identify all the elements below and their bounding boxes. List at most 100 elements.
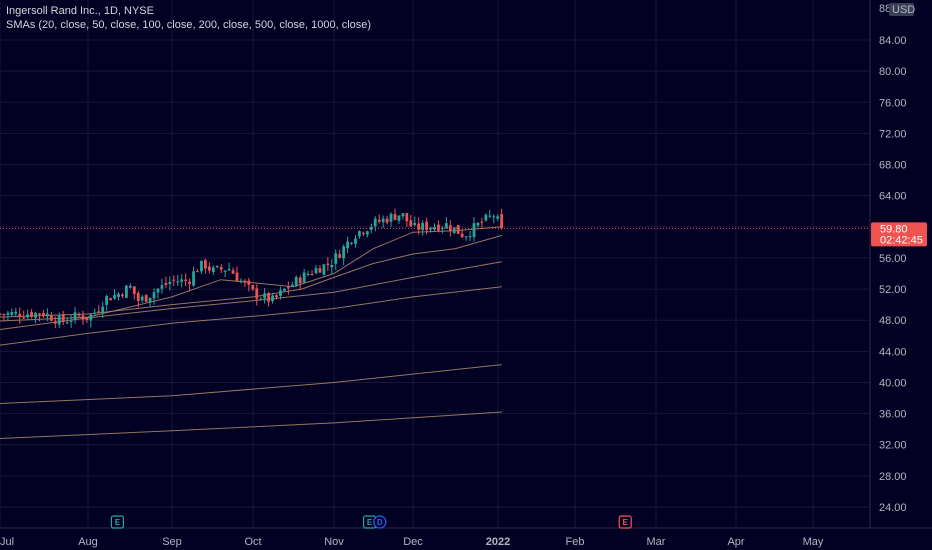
candle-body	[121, 294, 124, 297]
candle-body	[275, 295, 278, 298]
price-tick-label: 28.00	[879, 471, 907, 483]
time-tick-label: 2022	[486, 536, 510, 548]
candle-body	[267, 293, 270, 302]
time-tick-label: Aug	[78, 536, 98, 548]
candle-body	[500, 214, 504, 229]
candle-body	[480, 221, 484, 223]
candle-body	[385, 218, 389, 223]
candle-body	[144, 294, 148, 302]
candle-body	[330, 264, 334, 268]
candle-body	[231, 270, 235, 274]
currency-badge[interactable]: USD	[889, 3, 915, 16]
price-tick-label: 36.00	[879, 409, 907, 421]
candle-body	[452, 227, 456, 233]
candle-body	[85, 317, 89, 321]
candle-body	[251, 285, 255, 290]
candle-body	[484, 214, 488, 221]
candle-body	[57, 315, 61, 325]
price-tick-label: 68.00	[879, 160, 907, 172]
candle-body	[164, 282, 168, 285]
sma-line-1	[0, 226, 502, 322]
currency-label: USD	[892, 4, 915, 16]
candle-body	[188, 281, 191, 285]
candle-body	[168, 281, 172, 284]
candle-body	[263, 293, 267, 299]
candle-body	[207, 266, 211, 271]
price-tick-label: 32.00	[879, 440, 907, 452]
candle-body	[405, 213, 409, 222]
price-tick-label: 80.00	[879, 66, 907, 78]
svg-text:E: E	[115, 518, 121, 527]
candle-body	[358, 231, 361, 237]
time-tick-label: Mar	[647, 536, 666, 548]
candle-body	[2, 314, 6, 316]
candle-body	[456, 225, 460, 234]
price-tick-label: 24.00	[879, 502, 907, 514]
sma-lines	[0, 226, 502, 439]
candle-body	[365, 231, 369, 235]
candle-body	[180, 279, 184, 282]
candle-body	[204, 260, 207, 269]
sma-line-2	[0, 234, 502, 318]
candle-body	[89, 314, 93, 321]
time-tick-label: Apr	[727, 536, 744, 548]
sma-line-6	[0, 411, 502, 439]
candle-body	[409, 220, 413, 227]
price-tick-label: 72.00	[879, 128, 907, 140]
candle-body	[492, 216, 496, 218]
time-tick-label: Oct	[244, 536, 261, 548]
sma-indicator-label[interactable]: SMAs (20, close, 50, close, 100, close, …	[6, 19, 372, 31]
event-marker-e[interactable]: E	[618, 515, 632, 529]
candle-body	[476, 222, 480, 226]
candle-body	[421, 223, 425, 231]
svg-text:E: E	[623, 518, 629, 527]
time-axis[interactable]: Jul Aug Sep Oct Nov Dec 2022 Feb Mar Apr May	[0, 536, 824, 548]
time-tick-label: Nov	[324, 536, 344, 548]
candle-body	[30, 312, 33, 318]
candle-body	[148, 297, 152, 303]
candle-body	[444, 223, 448, 229]
candle-body	[219, 267, 223, 270]
candle-body	[113, 294, 116, 299]
candle-body	[227, 268, 231, 271]
candle-body	[125, 285, 128, 298]
candle-body	[73, 312, 77, 320]
price-tick-label: 52.00	[879, 284, 907, 296]
event-marker-e[interactable]: E	[362, 515, 377, 529]
candle-body	[381, 218, 385, 223]
time-tick-label: Feb	[566, 536, 585, 548]
candle-body	[128, 285, 132, 288]
candle-body	[14, 311, 18, 314]
sma-line-5	[0, 364, 502, 404]
price-tick-label: 56.00	[879, 253, 907, 265]
candle-body	[38, 313, 41, 315]
bar-countdown: 02:42:45	[880, 234, 923, 246]
candle-body	[132, 286, 136, 295]
price-tick-label: 44.00	[879, 346, 907, 358]
candle-body	[34, 312, 37, 318]
event-marker-e[interactable]: E	[110, 515, 125, 529]
candle-body	[192, 271, 195, 286]
candle-body	[196, 271, 199, 273]
candle-body	[338, 254, 342, 258]
candle-body	[401, 213, 405, 217]
candle-body	[488, 215, 492, 217]
symbol-title[interactable]: Ingersoll Rand Inc., 1D, NYSE	[6, 5, 154, 17]
candle-body	[42, 313, 45, 317]
candle-body	[294, 277, 298, 286]
candle-body	[314, 268, 318, 274]
svg-text:D: D	[377, 518, 383, 527]
candle-body	[393, 214, 397, 220]
candle-body	[18, 313, 22, 318]
candle-body	[496, 216, 500, 219]
candle-body	[342, 246, 346, 259]
top-partial-price-label: 88	[879, 3, 891, 15]
candle-body	[22, 317, 26, 319]
event-marker-d[interactable]: D	[373, 515, 387, 529]
candle-body	[215, 265, 219, 268]
chart-legend: Ingersoll Rand Inc., 1D, NYSE SMAs (20, …	[6, 4, 371, 32]
candle-body	[373, 218, 377, 227]
candle-body	[417, 223, 421, 230]
